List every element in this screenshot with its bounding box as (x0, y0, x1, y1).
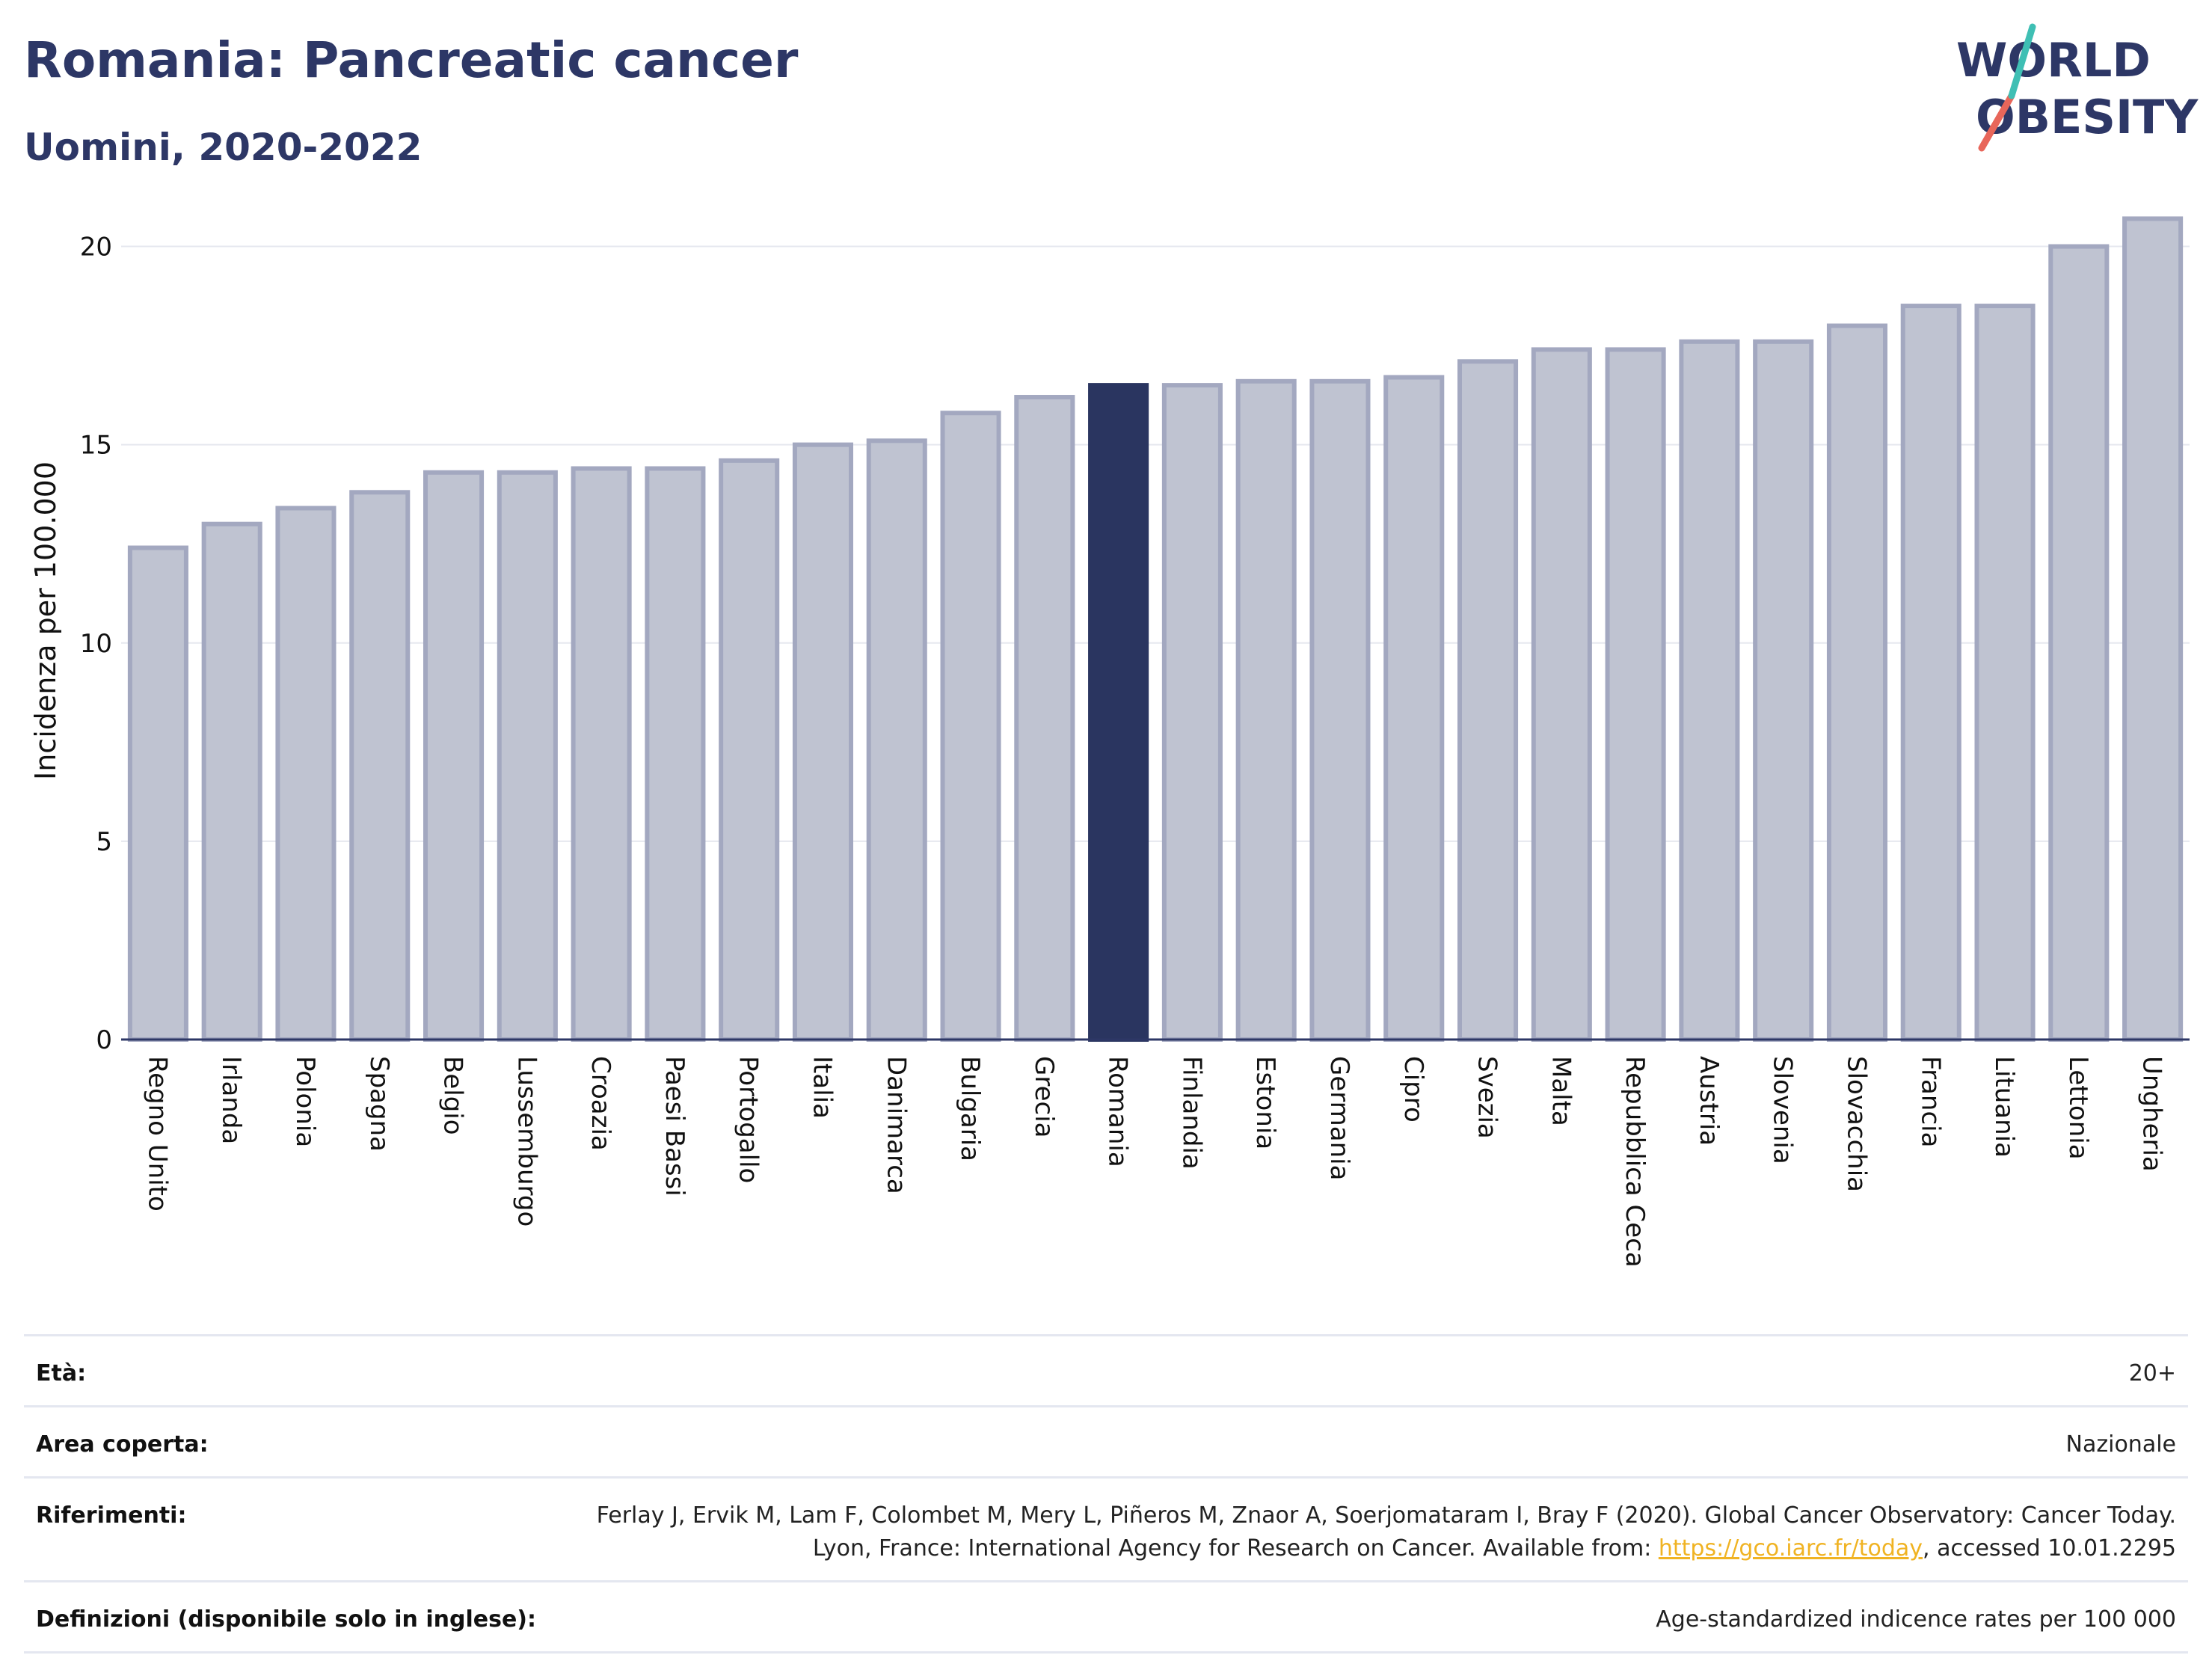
bar-regno-unito (127, 545, 188, 1042)
x-tick-label: Paesi Bassi (660, 1056, 689, 1197)
bar-repubblica-ceca (1605, 347, 1666, 1043)
references-value: Ferlay J, Ervik M, Lam F, Colombet M, Me… (568, 1499, 2176, 1565)
bar-polonia (275, 506, 337, 1042)
y-tick-label: 5 (96, 827, 112, 857)
references-text: Ferlay J, Ervik M, Lam F, Colombet M, Me… (596, 1502, 2176, 1562)
x-tick-label: Lituania (1989, 1056, 2019, 1158)
x-tick-label: Grecia (1029, 1056, 1059, 1137)
bar-irlanda (201, 521, 262, 1042)
meta-row-age: Età: 20+ (24, 1334, 2188, 1405)
bar-danimarca (866, 438, 927, 1042)
x-tick-label: Irlanda (216, 1056, 246, 1144)
age-value: 20+ (2128, 1360, 2176, 1387)
definitions-value: Age-standardized indicence rates per 100… (1656, 1606, 2176, 1633)
age-label: Età: (36, 1360, 87, 1387)
bar-croazia (571, 466, 632, 1042)
x-tick-label: Estonia (1250, 1056, 1280, 1149)
x-tick-label: Malta (1546, 1056, 1576, 1126)
x-tick-label: Italia (807, 1056, 837, 1119)
bar-romania (1088, 383, 1149, 1042)
bar-finlandia (1161, 383, 1223, 1042)
x-tick-label: Finlandia (1176, 1056, 1206, 1170)
logo-line-1: WORLD (1956, 33, 2151, 87)
bar-lituania (1974, 304, 2036, 1042)
world-obesity-logo: WORLD OBESITY (1956, 23, 2199, 152)
x-tick-label: Slovacchia (1841, 1056, 1871, 1192)
bar-malta (1531, 347, 1592, 1043)
references-accessed: , accessed 10.01.2295 (1923, 1535, 2176, 1562)
logo-slash-teal (2008, 23, 2036, 99)
x-tick-label: Cipro (1398, 1056, 1428, 1123)
y-axis-label: Incidenza per 100.000 (29, 461, 62, 780)
bar-slovacchia (1826, 323, 1888, 1042)
x-tick-label: Danimarca (881, 1056, 911, 1194)
x-tick-label: Francia (1915, 1056, 1945, 1147)
metadata-table: Età: 20+ Area coperta: Nazionale Riferim… (24, 1334, 2188, 1654)
bars (127, 216, 2184, 1043)
bar-grecia (1014, 395, 1075, 1042)
bar-spagna (349, 490, 411, 1042)
x-tick-label: Belgio (438, 1056, 468, 1135)
x-tick-label: Romania (1103, 1056, 1133, 1167)
definitions-label: Definizioni (disponibile solo in inglese… (36, 1606, 536, 1633)
y-tick-label: 0 (96, 1025, 112, 1055)
logo-slash-coral (1978, 92, 2015, 152)
bar-portogallo (719, 458, 780, 1042)
y-tick-label: 10 (80, 629, 112, 659)
x-tick-label: Regno Unito (142, 1056, 172, 1212)
bar-ungheria (2122, 216, 2184, 1043)
x-tick-label: Germania (1324, 1056, 1354, 1180)
bar-belgio (423, 470, 485, 1042)
area-value: Nazionale (2065, 1431, 2176, 1458)
x-tick-label: Spagna (364, 1056, 394, 1152)
x-tick-label: Bulgaria (955, 1056, 985, 1161)
x-tick-label: Polonia (290, 1056, 320, 1147)
chart-subtitle: Uomini, 2020-2022 (24, 126, 423, 169)
x-tick-label: Svezia (1472, 1056, 1502, 1139)
bar-bulgaria (940, 411, 1001, 1042)
meta-row-definitions: Definizioni (disponibile solo in inglese… (24, 1580, 2188, 1654)
x-tick-label: Croazia (586, 1056, 615, 1151)
references-link[interactable]: https://gco.iarc.fr/today (1658, 1535, 1923, 1562)
x-tick-label: Lussemburgo (511, 1056, 541, 1226)
bar-austria (1679, 339, 1740, 1042)
x-tick-label: Austria (1694, 1056, 1724, 1146)
bar-chart: 0 5 10 15 20 Regno Unito Irlanda Polonia Spagna… (29, 216, 2190, 1268)
references-label: Riferimenti: (36, 1502, 187, 1529)
x-tick-label: Portogallo (734, 1056, 764, 1183)
x-tick-label: Slovenia (1768, 1056, 1798, 1164)
bar-svezia (1457, 359, 1519, 1043)
bar-paesi-bassi (645, 466, 706, 1042)
bar-francia (1900, 304, 1961, 1042)
chart-title: Romania: Pancreatic cancer (24, 31, 799, 89)
y-tick-labels: 0 5 10 15 20 (80, 233, 112, 1055)
y-tick-label: 15 (80, 431, 112, 461)
bar-slovenia (1753, 339, 1814, 1042)
x-tick-labels: Regno Unito Irlanda Polonia Spagna Belgio Lus… (142, 1056, 2166, 1268)
meta-row-area: Area coperta: Nazionale (24, 1405, 2188, 1476)
bar-italia (792, 442, 854, 1042)
bar-estonia (1235, 378, 1297, 1042)
y-tick-label: 20 (80, 233, 112, 262)
meta-row-references: Riferimenti: Ferlay J, Ervik M, Lam F, C… (24, 1476, 2188, 1580)
bar-cipro (1383, 375, 1445, 1042)
x-tick-label: Lettonia (2063, 1056, 2093, 1160)
x-tick-label: Ungheria (2137, 1056, 2167, 1172)
area-label: Area coperta: (36, 1431, 209, 1458)
bar-lettonia (2048, 244, 2110, 1042)
x-tick-label: Repubblica Ceca (1620, 1056, 1650, 1268)
bar-lussemburgo (497, 470, 558, 1042)
bar-germania (1309, 378, 1371, 1042)
